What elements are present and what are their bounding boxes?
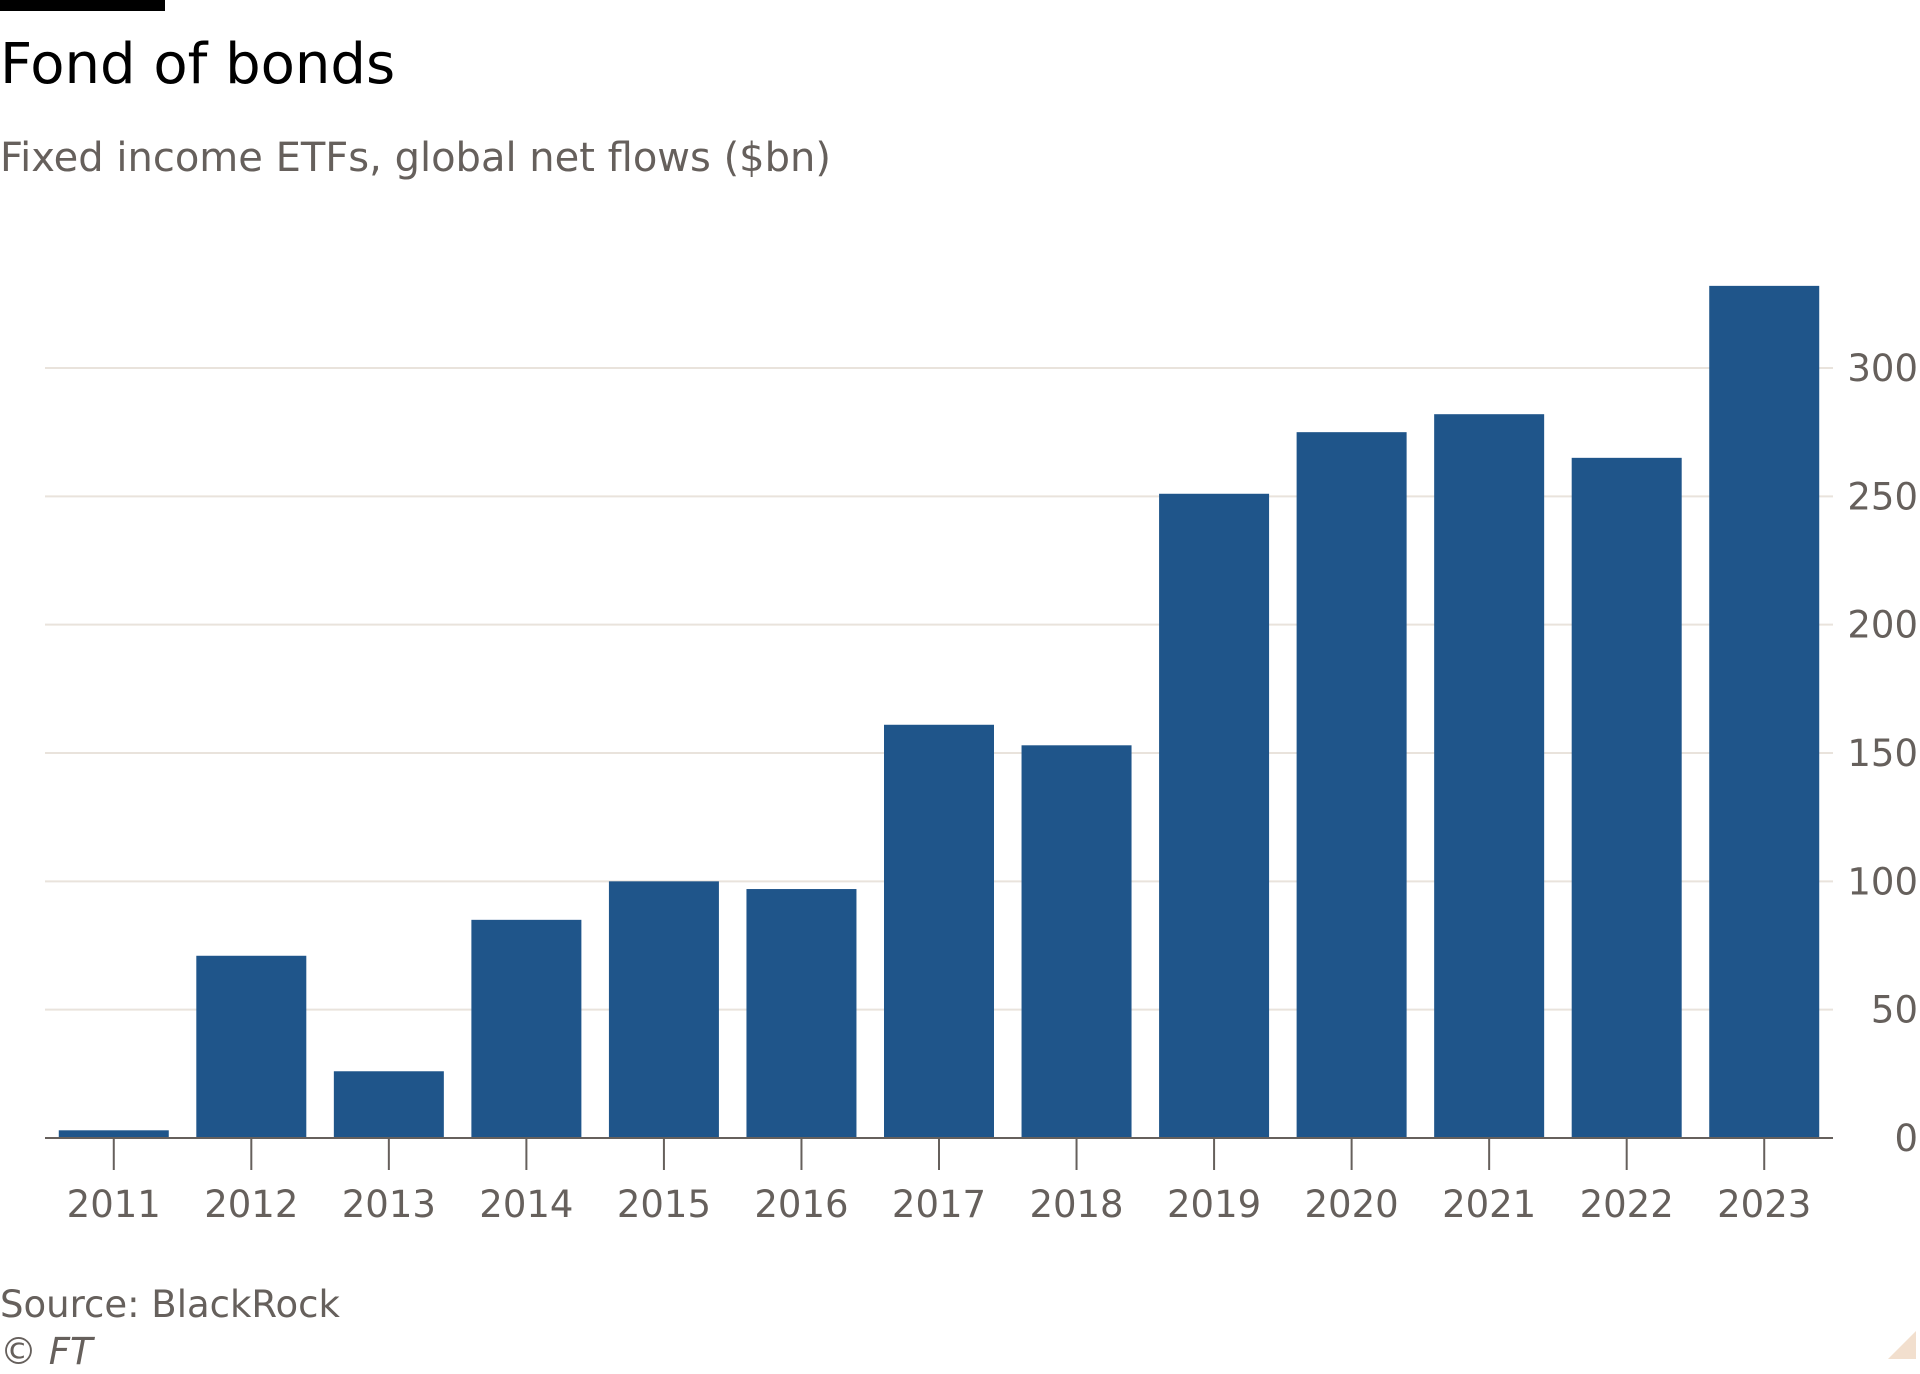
- bar-2019: [1159, 493, 1270, 1138]
- bar-2012: [196, 955, 307, 1138]
- x-tick-label: 2013: [342, 1183, 436, 1226]
- source-note: Source: BlackRock: [0, 1283, 340, 1326]
- y-tick-label: 200: [1847, 604, 1918, 647]
- bars: [58, 285, 1820, 1139]
- x-tick-label: 2022: [1580, 1183, 1674, 1226]
- axes: 0 50 100 150 200 250 300 2011 2012 2013 2014 2015 20…: [45, 347, 1918, 1226]
- x-tick-label: 2020: [1305, 1183, 1399, 1226]
- x-tick-label: 2015: [617, 1183, 711, 1226]
- bar-2018: [1021, 745, 1132, 1138]
- x-tick-label: 2021: [1442, 1183, 1536, 1226]
- x-tick-label: 2014: [479, 1183, 573, 1226]
- bar-2023: [1709, 285, 1820, 1138]
- y-tick-label: 100: [1847, 860, 1918, 903]
- bar-2021: [1434, 414, 1545, 1138]
- copyright-note: © FT: [0, 1330, 93, 1373]
- bar-2017: [884, 724, 994, 1138]
- y-tick-label: 0: [1894, 1117, 1918, 1160]
- bar-2020: [1296, 432, 1407, 1139]
- bar-2022: [1571, 457, 1682, 1138]
- chart-subtitle: Fixed income ETFs, global net flows ($bn…: [0, 135, 831, 181]
- top-rule: [0, 0, 165, 11]
- y-tick-label: 150: [1847, 732, 1918, 775]
- chart-title: Fond of bonds: [0, 32, 396, 97]
- x-tick-label: 2016: [754, 1183, 848, 1226]
- x-tick-label: 2018: [1029, 1183, 1123, 1226]
- corner-mark: [1888, 1331, 1916, 1359]
- bar-2014: [471, 919, 582, 1138]
- y-tick-label: 250: [1847, 475, 1918, 518]
- bar-2015: [608, 881, 719, 1138]
- y-tick-label: 300: [1847, 347, 1918, 390]
- bar-2013: [333, 1071, 444, 1138]
- x-tick-label: 2023: [1717, 1183, 1811, 1226]
- x-tick-label: 2012: [204, 1183, 298, 1226]
- x-tick-label: 2019: [1167, 1183, 1261, 1226]
- y-tick-label: 50: [1871, 989, 1918, 1032]
- x-tick-label: 2011: [67, 1183, 161, 1226]
- bar-2016: [746, 889, 857, 1138]
- x-tick-label: 2017: [892, 1183, 986, 1226]
- bar-2011: [58, 1130, 169, 1138]
